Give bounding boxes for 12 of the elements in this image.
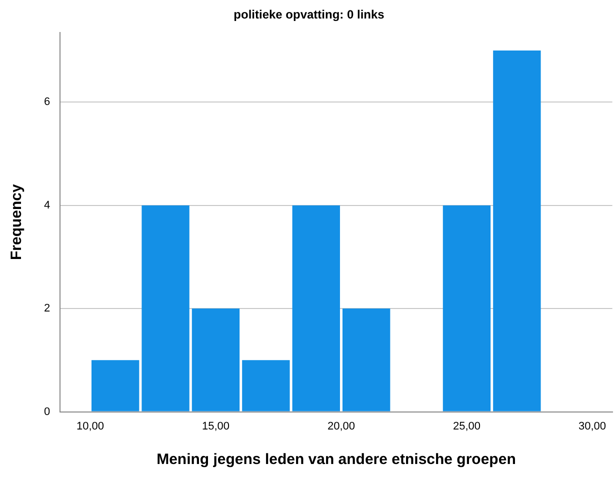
x-tick-label: 20,00 — [327, 420, 356, 432]
y-tick-label: 2 — [44, 302, 50, 315]
x-tick-label: 10,00 — [76, 420, 104, 432]
x-tick-label: 15,00 — [202, 420, 230, 432]
y-axis-title: Frequency — [8, 184, 26, 260]
chart-title: politieke opvatting: 0 links — [234, 8, 385, 22]
y-tick-label: 6 — [44, 96, 50, 108]
x-axis-title: Mening jegens leden van andere etnische groepen — [156, 451, 516, 468]
x-tick-label: 30,00 — [578, 420, 606, 432]
y-tick-label: 4 — [44, 199, 50, 212]
x-tick-label: 25,00 — [452, 420, 480, 432]
y-tick-label: 0 — [44, 406, 50, 418]
